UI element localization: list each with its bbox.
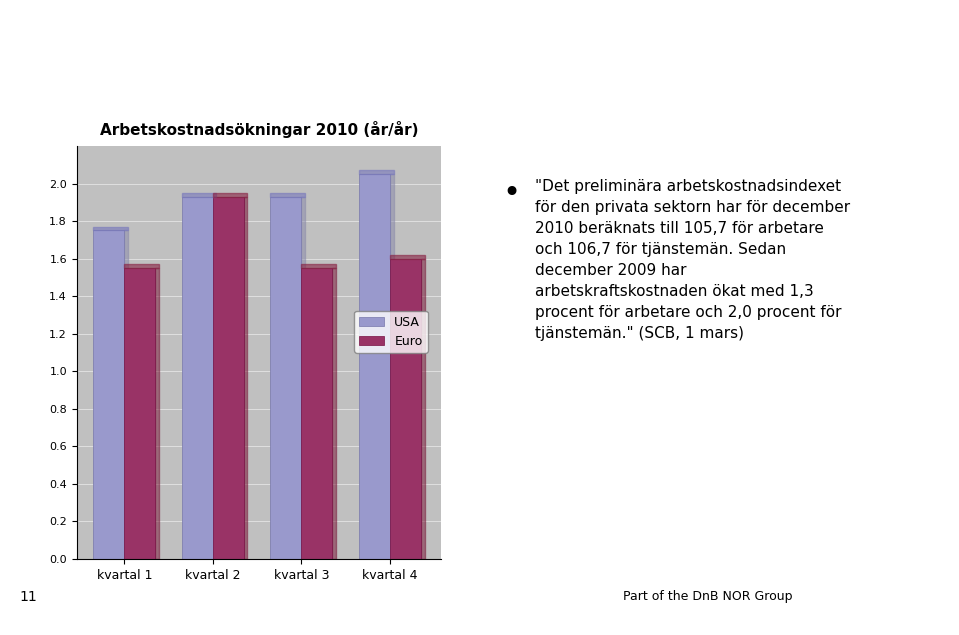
Bar (125, 264, 159, 268)
Text: Part of the DnB NOR Group: Part of the DnB NOR Group (623, 591, 793, 603)
Text: Lönekostnadsökningarna är måttliga
och matchas av produktivitetsförbättringar: Lönekostnadsökningarna är måttliga och m… (29, 23, 644, 79)
Bar (333, 268, 336, 559)
Bar (301, 264, 336, 268)
Bar (155, 268, 159, 559)
Bar (125, 231, 128, 559)
Bar (390, 255, 425, 258)
Bar (244, 197, 247, 559)
Text: •: • (503, 179, 521, 208)
Bar (182, 193, 217, 197)
Legend: USA, Euro: USA, Euro (355, 311, 428, 353)
Bar (301, 197, 305, 559)
Text: 11: 11 (19, 590, 37, 604)
Bar (93, 231, 125, 559)
Bar (270, 197, 301, 559)
Text: CARLSON: CARLSON (820, 590, 906, 604)
Bar (125, 268, 155, 559)
Bar (93, 227, 128, 231)
Bar (390, 258, 421, 559)
Bar (390, 174, 393, 559)
Bar (213, 197, 217, 559)
Bar (182, 197, 213, 559)
Bar (359, 170, 393, 174)
Text: "Det preliminära arbetskostnadsindexet
för den privata sektorn har för december
: "Det preliminära arbetskostnadsindexet f… (535, 179, 850, 341)
Bar (270, 193, 305, 197)
Title: Arbetskostnadsökningar 2010 (år/år): Arbetskostnadsökningar 2010 (år/år) (100, 121, 418, 138)
Bar (359, 174, 390, 559)
Bar (213, 197, 244, 559)
Bar (421, 258, 425, 559)
Bar (213, 193, 247, 197)
Bar (301, 268, 333, 559)
